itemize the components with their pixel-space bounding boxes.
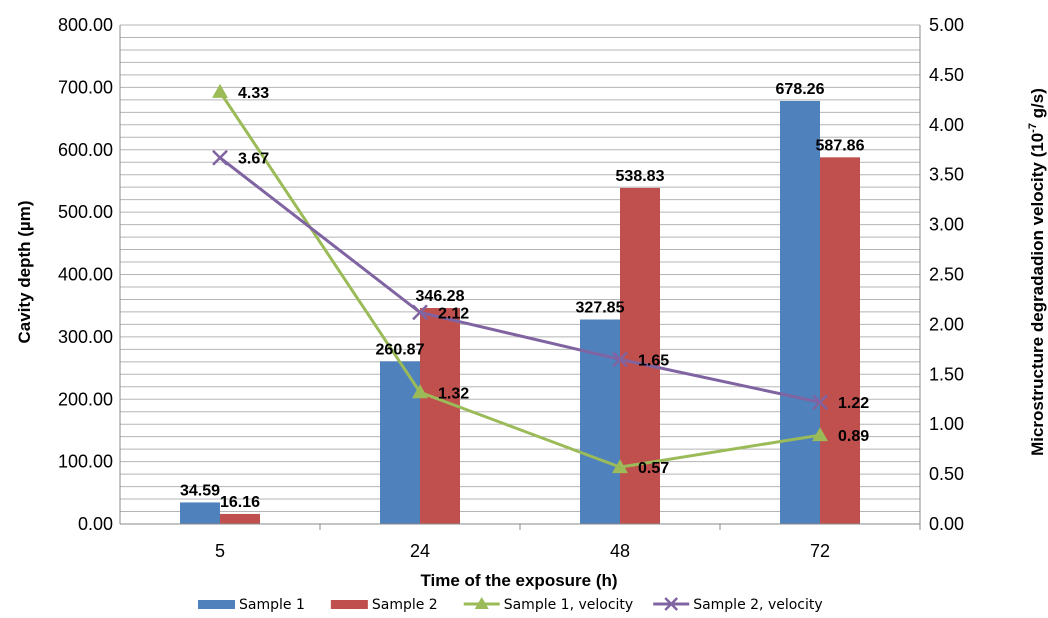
legend-label: Sample 1 — [239, 597, 305, 613]
legend-swatch — [330, 600, 368, 609]
line-data-label: 1.65 — [638, 352, 669, 369]
line-data-label: 0.57 — [638, 460, 669, 477]
bar-data-label: 260.87 — [376, 341, 425, 358]
velocity-lines — [212, 83, 828, 474]
x-marker — [412, 304, 428, 321]
bar-data-label: 327.85 — [576, 300, 625, 317]
y2-tick-label: 4.00 — [929, 115, 964, 135]
axes: 0.00 100.00 200.00 300.00 400.00 500.00 600.00… — [58, 15, 964, 561]
y2-axis-title: Microstructure degradadion velocity (10-… — [1027, 88, 1047, 456]
bar-data-label: 587.86 — [816, 137, 865, 154]
y2-tick-label: 3.50 — [929, 165, 964, 185]
y2-tick-label: 5.00 — [929, 15, 964, 35]
legend: Sample 1 Sample 2 Sample 1, velocity Sample… — [198, 597, 823, 613]
velocity-line — [219, 156, 821, 404]
x-tick-label: 48 — [610, 541, 630, 561]
y2-tick-label: 1.50 — [929, 364, 964, 384]
y-tick-label: 0.00 — [78, 514, 113, 534]
legend-label: Sample 2 — [372, 597, 438, 613]
line-data-label: 4.33 — [238, 85, 269, 102]
bars — [180, 100, 860, 524]
data-labels: 34.59 260.87 327.85 678.26 16.16 346.28 538.83… — [180, 81, 869, 511]
bar-data-label: 346.28 — [416, 288, 465, 305]
x-tick-label: 24 — [410, 541, 430, 561]
y2-tick-label: 2.50 — [929, 265, 964, 285]
x-tick-label: 5 — [215, 541, 225, 561]
triangle-marker — [212, 83, 228, 98]
y-tick-label: 500.00 — [58, 202, 113, 222]
bar — [620, 187, 660, 524]
legend-label: Sample 2, velocity — [693, 597, 822, 613]
y-axis-title: Cavity depth (µm) — [15, 201, 34, 344]
bar — [180, 502, 220, 524]
y-tick-label: 700.00 — [58, 77, 113, 97]
bar-data-label: 678.26 — [776, 81, 825, 98]
line-data-label: 3.67 — [238, 151, 269, 168]
y2-tick-label: 1.00 — [929, 414, 964, 434]
y2-tick-label: 4.50 — [929, 65, 964, 85]
x-tick-label: 72 — [810, 541, 830, 561]
triangle-marker — [812, 427, 828, 442]
line-data-label: 1.22 — [838, 395, 869, 412]
y2-tick-label: 0.00 — [929, 514, 964, 534]
y2-title-sup: -7 — [1027, 123, 1039, 133]
velocity-line — [218, 91, 821, 469]
line-data-label: 0.89 — [838, 428, 869, 445]
x-marker — [812, 394, 828, 411]
y-tick-label: 300.00 — [58, 327, 113, 347]
legend-swatch — [198, 600, 235, 609]
bar — [820, 157, 860, 524]
bar-data-label: 538.83 — [616, 168, 665, 185]
bar — [380, 361, 420, 524]
x-marker — [612, 351, 628, 368]
legend-label: Sample 1, velocity — [504, 597, 633, 613]
y2-title-prefix: Microstructure degradadion velocity (10 — [1028, 133, 1047, 456]
triangle-marker — [412, 384, 428, 399]
legend-marker — [474, 597, 489, 609]
legend-marker — [664, 597, 679, 611]
y-tick-label: 800.00 — [58, 15, 113, 35]
triangle-marker — [612, 459, 628, 474]
y-tick-label: 600.00 — [58, 140, 113, 160]
y2-tick-label: 3.00 — [929, 215, 964, 235]
y-tick-label: 100.00 — [58, 452, 113, 472]
bar-data-label: 34.59 — [180, 482, 220, 499]
line-data-label: 2.12 — [438, 305, 469, 322]
y-tick-label: 200.00 — [58, 389, 113, 409]
y2-tick-label: 0.50 — [929, 464, 964, 484]
line-data-label: 1.32 — [438, 385, 469, 402]
y-tick-label: 400.00 — [58, 265, 113, 285]
x-marker — [212, 149, 228, 166]
bar-data-label: 16.16 — [220, 494, 260, 511]
bar — [780, 100, 820, 524]
bar — [220, 513, 260, 524]
x-axis-title: Time of the exposure (h) — [420, 571, 617, 590]
y2-tick-label: 2.00 — [929, 314, 964, 334]
y2-title-suffix: g/s) — [1028, 88, 1047, 123]
bar — [420, 308, 460, 524]
